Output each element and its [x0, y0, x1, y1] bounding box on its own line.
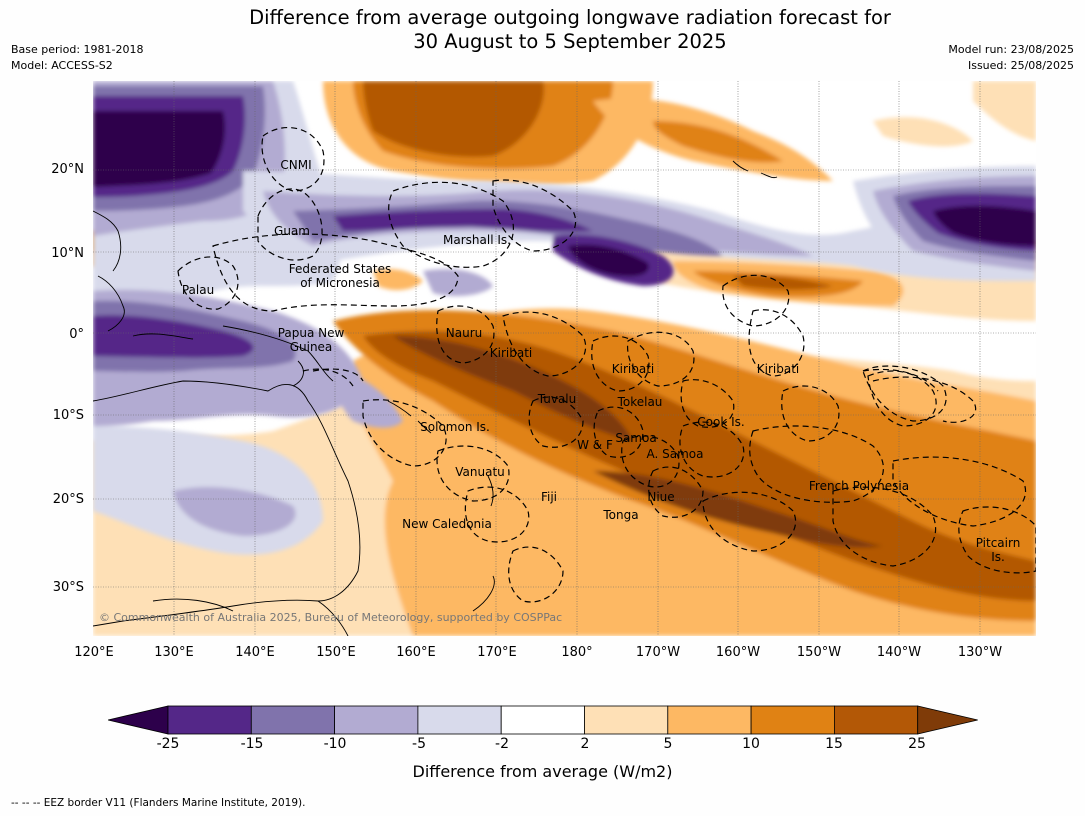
label-niue: Niue	[647, 490, 675, 504]
colorbar-tick-neg2: -2	[495, 736, 509, 752]
meta-left: Base period: 1981-2018 Model: ACCESS-S2	[11, 42, 143, 74]
lat-label-20s: 20°S	[52, 492, 84, 507]
label-tonga: Tonga	[603, 508, 639, 522]
negative-anomaly-fields	[93, 81, 1036, 555]
lat-label-30s: 30°S	[52, 580, 84, 595]
label-wallis-futuna: W & F	[577, 438, 613, 452]
lon-label-180: 180°	[561, 645, 593, 660]
colorbar-segment	[334, 705, 419, 735]
colorbar-extend-high	[917, 705, 978, 735]
label-marshall-islands: Marshall Is.	[443, 233, 511, 247]
colorbar-tick-neg25: -25	[156, 736, 180, 752]
label-palau: Palau	[181, 283, 215, 297]
label-nauru: Nauru	[445, 326, 483, 340]
label-png: Papua New Guinea	[278, 326, 345, 354]
colorbar-tick-25: 25	[908, 736, 926, 752]
lon-label-160e: 160°E	[396, 645, 436, 660]
eez-footnote: -- -- -- EEZ border V11 (Flanders Marine…	[11, 797, 306, 809]
label-png-line-1: Papua New	[277, 326, 345, 340]
colorbar-tick-2: 2	[580, 736, 590, 752]
lat-label-0: 0°	[69, 327, 84, 342]
label-pitcairn: Pitcairn Is.	[976, 536, 1021, 564]
colorbar-segment	[667, 705, 752, 735]
title-line-1: Difference from average outgoing longwav…	[249, 6, 891, 29]
meta-right: Model run: 23/08/2025 Issued: 25/08/2025	[948, 42, 1074, 74]
label-pitcairn-line-2: Is.	[991, 550, 1005, 564]
colorbar-segment	[584, 705, 669, 735]
eez-borders	[177, 127, 1036, 603]
label-kiribati-east: Kiribati	[756, 362, 800, 376]
label-kiribati-central: Kiribati	[611, 362, 655, 376]
lon-label-140e: 140°E	[235, 645, 275, 660]
label-png-line-2: Guinea	[289, 340, 333, 354]
chart-title: Difference from average outgoing longwav…	[0, 6, 1085, 54]
colorbar-segment	[417, 705, 502, 735]
colorbar-segment	[834, 705, 919, 735]
lon-label-170e: 170°E	[477, 645, 517, 660]
colorbar-title: Difference from average (W/m2)	[412, 762, 673, 781]
label-pitcairn-line-1: Pitcairn	[975, 536, 1021, 550]
olr-anomaly-map: © Commonwealth of Australia 2025, Bureau…	[93, 81, 1036, 636]
label-fsm: Federated States of Micronesia	[289, 262, 391, 290]
lon-label-170w: 170°W	[635, 645, 681, 660]
lat-label-20n: 20°N	[51, 162, 84, 177]
label-kiribati-west: Kiribati	[489, 346, 533, 360]
lon-label-160w: 160°W	[715, 645, 761, 660]
label-new-caledonia: New Caledonia	[402, 517, 492, 531]
colorbar-segment	[500, 705, 585, 735]
label-tokelau: Tokelau	[617, 395, 663, 409]
colorbar-tick-neg10: -10	[323, 736, 347, 752]
label-tuvalu: Tuvalu	[537, 392, 577, 406]
lon-label-140w: 140°W	[876, 645, 922, 660]
label-cook-islands: Cook Is.	[697, 415, 745, 429]
label-fsm-line-2: of Micronesia	[300, 276, 380, 290]
graticule	[93, 81, 1036, 636]
label-american-samoa: A. Samoa	[646, 447, 704, 461]
colorbar-segment	[750, 705, 835, 735]
lon-label-130e: 130°E	[154, 645, 194, 660]
base-period: Base period: 1981-2018	[11, 43, 144, 56]
lon-label-120e: 120°E	[74, 645, 114, 660]
colorbar-tick-5: 5	[663, 736, 673, 752]
copyright-notice: © Commonwealth of Australia 2025, Bureau…	[99, 611, 562, 624]
model-run: Model run: 23/08/2025	[948, 43, 1074, 56]
lat-label-10s: 10°S	[52, 408, 84, 423]
issued-date: Issued: 25/08/2025	[967, 59, 1074, 72]
label-french-polynesia: French Polynesia	[808, 479, 910, 493]
label-samoa: Samoa	[615, 431, 657, 445]
label-fiji: Fiji	[540, 490, 558, 504]
positive-anomaly-fields	[93, 81, 1036, 636]
colorbar-tick-neg15: -15	[240, 736, 264, 752]
label-solomon-islands: Solomon Is.	[420, 420, 490, 434]
label-guam: Guam	[274, 224, 310, 238]
lon-label-150w: 150°W	[796, 645, 842, 660]
model-name: Model: ACCESS-S2	[11, 59, 113, 72]
colorbar-extend-low	[108, 705, 169, 735]
label-fsm-line-1: Federated States	[288, 262, 392, 276]
lon-label-130w: 130°W	[957, 645, 1003, 660]
coastlines	[93, 160, 778, 636]
lat-label-10n: 10°N	[51, 246, 84, 261]
label-vanuatu: Vanuatu	[455, 465, 505, 479]
lon-label-150e: 150°E	[316, 645, 356, 660]
title-line-2: 30 August to 5 September 2025	[413, 30, 727, 53]
colorbar-segment	[167, 705, 252, 735]
colorbar-segment	[250, 705, 336, 735]
colorbar-tick-10: 10	[742, 736, 760, 752]
label-cnmi: CNMI	[280, 158, 312, 172]
colorbar-tick-15: 15	[825, 736, 843, 752]
colorbar	[108, 705, 978, 735]
colorbar-tick-neg5: -5	[412, 736, 426, 752]
map-area: © Commonwealth of Australia 2025, Bureau…	[93, 81, 1036, 636]
